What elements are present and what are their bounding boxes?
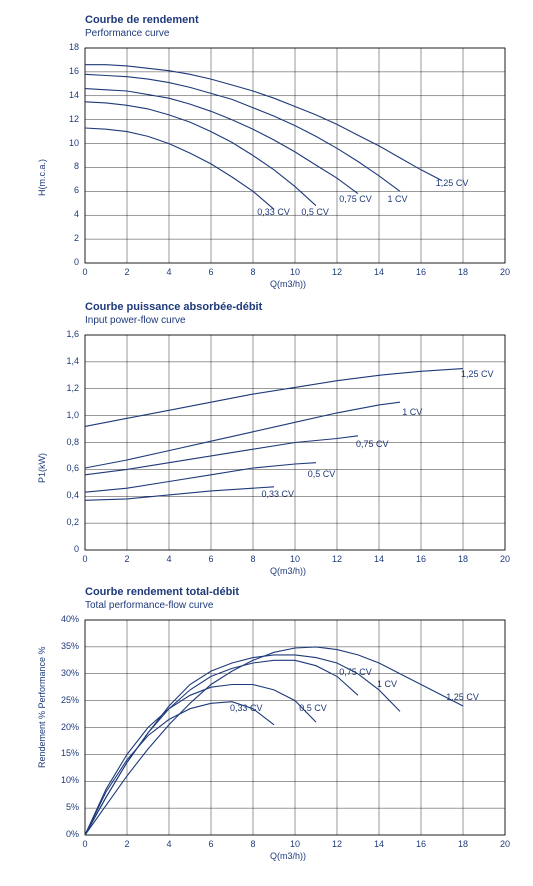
series-line <box>85 685 316 836</box>
series-line <box>85 702 274 835</box>
series-line <box>85 660 358 835</box>
y-axis-label: Rendement % Performance % <box>37 646 47 768</box>
x-axis-label: Q(m3/h)) <box>270 851 306 861</box>
chart-svg-eff <box>0 0 533 886</box>
